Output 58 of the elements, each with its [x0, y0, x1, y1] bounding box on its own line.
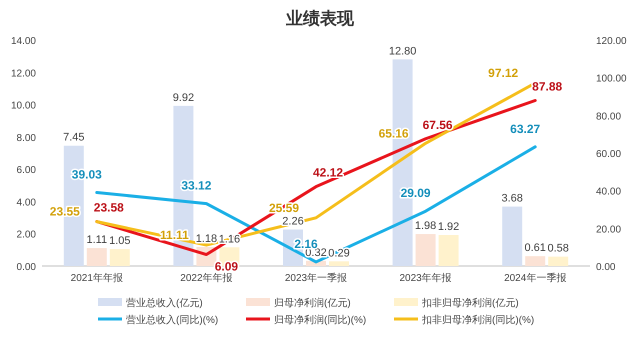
data-label: 87.88 — [532, 79, 563, 94]
y-tick-label: 6.00 — [16, 165, 36, 176]
data-label: 1.11 — [86, 234, 108, 246]
legend-label: 扣非归母净利润(同比)(%) — [421, 314, 534, 326]
data-label: 33.12 — [181, 178, 212, 193]
bar — [416, 234, 436, 266]
bar — [110, 249, 130, 266]
y2-tick-label: 100.00 — [596, 74, 628, 85]
y-tick-label: 14.00 — [10, 36, 36, 47]
data-label: 1.98 — [414, 220, 436, 232]
data-label: 6.09 — [214, 260, 238, 274]
data-label: 29.09 — [400, 186, 431, 200]
x-tick-label: 2021年年报 — [70, 272, 123, 284]
chart-title: 业绩表现 — [285, 9, 355, 28]
legend-label: 归母净利润(同比)(%) — [274, 314, 366, 326]
legend-label: 扣非归母净利润(亿元) — [421, 297, 519, 309]
y2-tick-label: 0.00 — [596, 262, 616, 273]
data-label: 42.12 — [312, 166, 344, 180]
data-label: 63.27 — [510, 122, 541, 136]
y2-tick-label: 80.00 — [596, 111, 622, 122]
y-tick-label: 8.00 — [16, 132, 36, 144]
x-tick-label: 2022年年报 — [180, 272, 233, 284]
y2-tick-label: 20.00 — [596, 224, 622, 236]
y-tick-label: 2.00 — [16, 230, 36, 241]
x-tick-label: 2024年一季报 — [504, 272, 566, 284]
y2-tick-label: 120.00 — [596, 36, 628, 47]
data-label: 23.58 — [94, 200, 124, 215]
data-label: 0.58 — [547, 242, 569, 255]
legend-label: 营业总收入(亿元) — [126, 297, 203, 309]
legend-label: 营业总收入(同比)(%) — [126, 314, 218, 326]
data-label: 0.61 — [524, 242, 546, 254]
data-label: 1.05 — [109, 235, 131, 248]
data-label: 65.16 — [378, 126, 409, 140]
y2-tick-label: 60.00 — [596, 149, 622, 160]
bar — [548, 256, 568, 266]
data-label: 3.68 — [501, 192, 523, 205]
y-tick-label: 10.00 — [10, 100, 36, 112]
data-label: 1.18 — [196, 232, 218, 245]
data-label: 23.55 — [50, 204, 80, 219]
data-label: 67.56 — [422, 118, 453, 132]
y-tick-label: 0.00 — [16, 262, 36, 273]
y-tick-label: 4.00 — [16, 197, 36, 208]
y2-tick-label: 40.00 — [596, 186, 622, 198]
data-label: 39.03 — [72, 167, 102, 182]
y-tick-label: 12.00 — [10, 68, 36, 80]
bar — [86, 248, 107, 266]
data-label: 97.12 — [488, 66, 519, 80]
legend-label: 归母净利润(亿元) — [274, 297, 351, 309]
data-label: 12.80 — [388, 45, 416, 58]
data-label: 7.45 — [63, 132, 85, 144]
data-label: 9.92 — [172, 92, 194, 104]
x-tick-label: 2023年一季报 — [284, 272, 348, 284]
bar — [525, 256, 546, 266]
data-label: 1.92 — [438, 221, 460, 234]
bar — [502, 206, 522, 266]
bar — [438, 235, 459, 266]
bar — [329, 261, 349, 266]
x-tick-label: 2023年年报 — [399, 272, 452, 284]
